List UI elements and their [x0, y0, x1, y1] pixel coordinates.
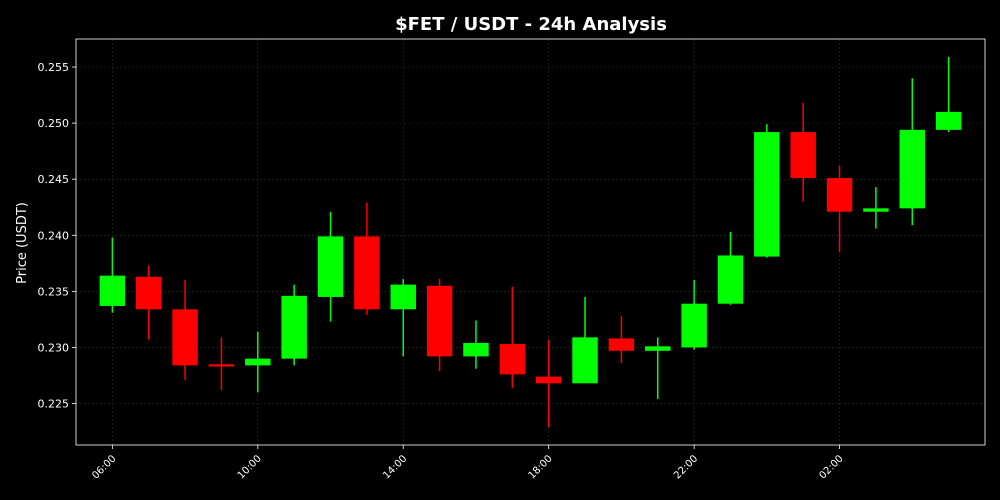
candle-body: [354, 236, 380, 310]
candle-body: [426, 285, 453, 357]
candle: [790, 102, 816, 202]
candle: [572, 296, 598, 384]
candle-body: [390, 284, 416, 310]
candle-body: [281, 295, 307, 359]
candle-body: [717, 255, 744, 304]
candle-body: [172, 309, 198, 366]
candle-body: [499, 344, 526, 375]
candle-body: [535, 376, 562, 384]
candle: [863, 187, 889, 229]
candle-body: [245, 358, 271, 366]
y-tick-label: 0.225: [38, 398, 70, 411]
candle-body: [826, 178, 853, 212]
candle: [499, 286, 526, 388]
candle: [681, 280, 707, 350]
candle-body: [208, 364, 235, 367]
candle-body: [863, 208, 889, 212]
candle-body: [572, 337, 598, 384]
candle: [645, 337, 671, 400]
candle: [390, 279, 416, 357]
candle: [172, 280, 198, 380]
candle: [135, 265, 162, 340]
candle: [608, 316, 635, 364]
candle-body: [754, 132, 780, 257]
candle: [208, 337, 235, 391]
y-tick-label: 0.255: [38, 61, 70, 74]
y-tick-label: 0.230: [38, 341, 70, 354]
candle: [426, 279, 453, 371]
candle: [717, 231, 744, 305]
candle-body: [317, 236, 344, 297]
candle-body: [790, 132, 816, 179]
candles-layer: [99, 56, 962, 428]
candle: [935, 56, 962, 133]
chart-title: $FET / USDT - 24h Analysis: [395, 14, 667, 35]
candle-body: [608, 338, 635, 351]
candle: [317, 211, 344, 322]
candle-body: [681, 303, 707, 348]
candle: [354, 202, 380, 315]
candle: [535, 339, 562, 428]
candle-body: [99, 275, 126, 306]
plot-frame: [75, 38, 986, 446]
candle: [99, 237, 126, 313]
candle: [245, 331, 271, 393]
candle: [463, 320, 489, 369]
candle-body: [463, 342, 489, 357]
y-tick-label: 0.245: [38, 173, 70, 186]
candle-body: [645, 346, 671, 351]
candle: [826, 165, 853, 253]
y-axis-label: Price (USDT): [15, 202, 30, 284]
candle: [899, 78, 926, 226]
y-tick-label: 0.250: [38, 117, 70, 130]
candle-body: [935, 111, 962, 130]
candle-body: [899, 129, 926, 209]
candle: [754, 124, 780, 258]
candle-body: [135, 276, 162, 310]
y-tick-label: 0.240: [38, 229, 70, 242]
candle: [281, 284, 307, 366]
y-tick-label: 0.235: [38, 285, 70, 298]
